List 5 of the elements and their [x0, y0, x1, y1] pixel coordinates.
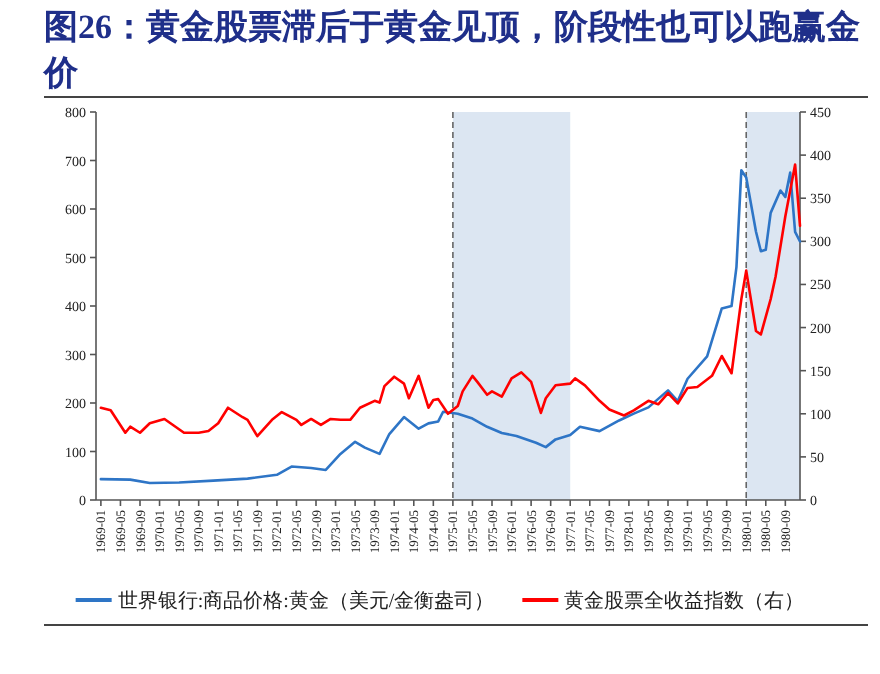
line-series	[99, 163, 802, 438]
chart-title: 图26：黄金股票滞后于黄金见顶，阶段性也可以跑赢金价	[44, 6, 862, 96]
line-series	[99, 168, 802, 485]
legend-label: 黄金股票全收益指数（右）	[564, 589, 805, 613]
legend-label: 世界银行:商品价格:黄金（美元/金衡盎司）	[117, 589, 495, 613]
